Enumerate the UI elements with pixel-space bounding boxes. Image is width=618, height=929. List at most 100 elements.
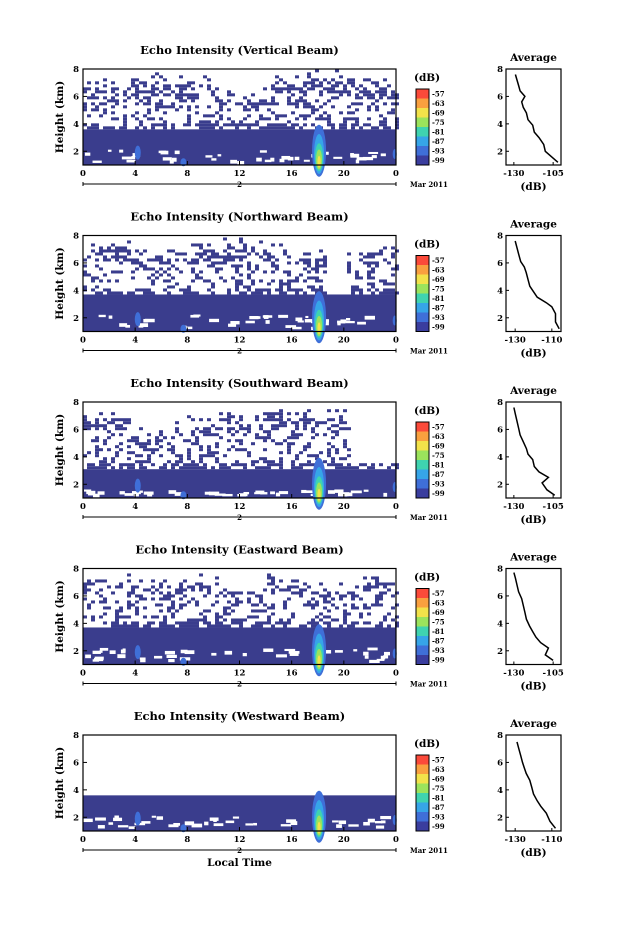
echo-cell (319, 90, 323, 94)
echo-cell (163, 270, 167, 274)
echo-cell (179, 433, 183, 437)
echo-cell (367, 78, 371, 82)
echo-cell (343, 439, 347, 443)
echo-cell (239, 439, 243, 443)
echo-cell (291, 433, 295, 437)
echo-cell (303, 603, 307, 607)
echo-cell (219, 276, 223, 280)
echo-cell (223, 249, 227, 253)
echo-cell (259, 240, 263, 244)
colorbar-swatch (416, 441, 429, 451)
echo-cell (91, 108, 95, 112)
colorbar-unit: (dB) (414, 738, 440, 750)
echo-cell (199, 246, 203, 250)
echo-cell (347, 261, 351, 265)
echo-cell (239, 427, 243, 431)
echo-cell (83, 427, 87, 431)
echo-cell (339, 427, 343, 431)
echo-cell (387, 582, 391, 586)
echo-cell (335, 96, 339, 100)
echo-cell (247, 285, 251, 289)
x-tick-label: 12 (234, 169, 246, 179)
echo-layer (83, 294, 396, 332)
echo-cell (299, 418, 303, 422)
echo-cell (191, 442, 195, 446)
echo-cell (355, 585, 359, 589)
profile-frame (505, 68, 562, 166)
echo-gap (239, 493, 248, 497)
echo-cell (259, 126, 263, 130)
echo-cell (375, 84, 379, 88)
echo-cell (375, 126, 379, 130)
echo-gap (254, 492, 263, 495)
echo-cell (271, 111, 275, 115)
echo-cell (303, 624, 307, 628)
echo-cell (267, 123, 271, 127)
echo-gap (375, 825, 385, 829)
echo-cell (207, 451, 211, 455)
echo-gap (336, 824, 342, 828)
echo-gap (230, 159, 238, 164)
echo-cell (179, 597, 183, 601)
colorbar-swatch (416, 802, 429, 813)
echo-cell (127, 615, 131, 619)
echo-cell (247, 123, 251, 127)
echo-cell (303, 421, 307, 425)
echo-cell (163, 288, 167, 292)
echo-cell (163, 78, 167, 82)
echo-cell (371, 282, 375, 286)
echo-cell (303, 445, 307, 449)
echo-cell (147, 588, 151, 592)
y-tick-label: 4 (73, 619, 79, 629)
echo-cell (371, 255, 375, 259)
echo-cell (231, 258, 235, 262)
echo-cell (259, 114, 263, 118)
echo-cell (155, 270, 159, 274)
echo-cell (239, 279, 243, 283)
echo-cell (307, 114, 311, 118)
echo-cell (143, 84, 147, 88)
echo-gap (174, 150, 180, 155)
echo-cell (219, 267, 223, 271)
colorbar-level: -75 (432, 284, 445, 293)
echo-gap (265, 320, 270, 324)
echo-cell (271, 603, 275, 607)
echo-cell (243, 433, 247, 437)
echo-cell (363, 93, 367, 97)
echo-cell (375, 261, 379, 265)
echo-cell (287, 451, 291, 455)
echo-cell (155, 436, 159, 440)
profile-y-tick-label: 8 (497, 731, 503, 741)
echo-cell (191, 261, 195, 265)
echo-cell (199, 466, 203, 470)
echo-cell (371, 252, 375, 256)
colorbar-swatch (416, 136, 429, 147)
echo-gap (355, 159, 360, 164)
echo-cell (279, 243, 283, 247)
echo-cell (155, 108, 159, 112)
echo-cell (127, 418, 131, 422)
echo-gap (380, 815, 392, 820)
echo-cell (151, 585, 155, 589)
echo-cell (347, 78, 351, 82)
echo-cell (255, 436, 259, 440)
echo-cell (247, 597, 251, 601)
echo-cell (299, 90, 303, 94)
echo-cell (187, 415, 191, 419)
echo-cell (323, 621, 327, 625)
echo-cell (299, 126, 303, 130)
echo-cell (159, 75, 163, 79)
echo-gap (87, 492, 95, 496)
echo-cell (163, 279, 167, 283)
echo-cell (127, 624, 131, 628)
y-tick-label: 6 (73, 425, 79, 435)
echo-cell (103, 126, 107, 130)
echo-cell (315, 615, 319, 619)
echo-cell (311, 288, 315, 292)
echo-cell (251, 624, 255, 628)
echo-cell (267, 415, 271, 419)
echo-cell (211, 466, 215, 470)
echo-cell (135, 87, 139, 91)
echo-cell (91, 249, 95, 253)
echo-cell (367, 288, 371, 292)
